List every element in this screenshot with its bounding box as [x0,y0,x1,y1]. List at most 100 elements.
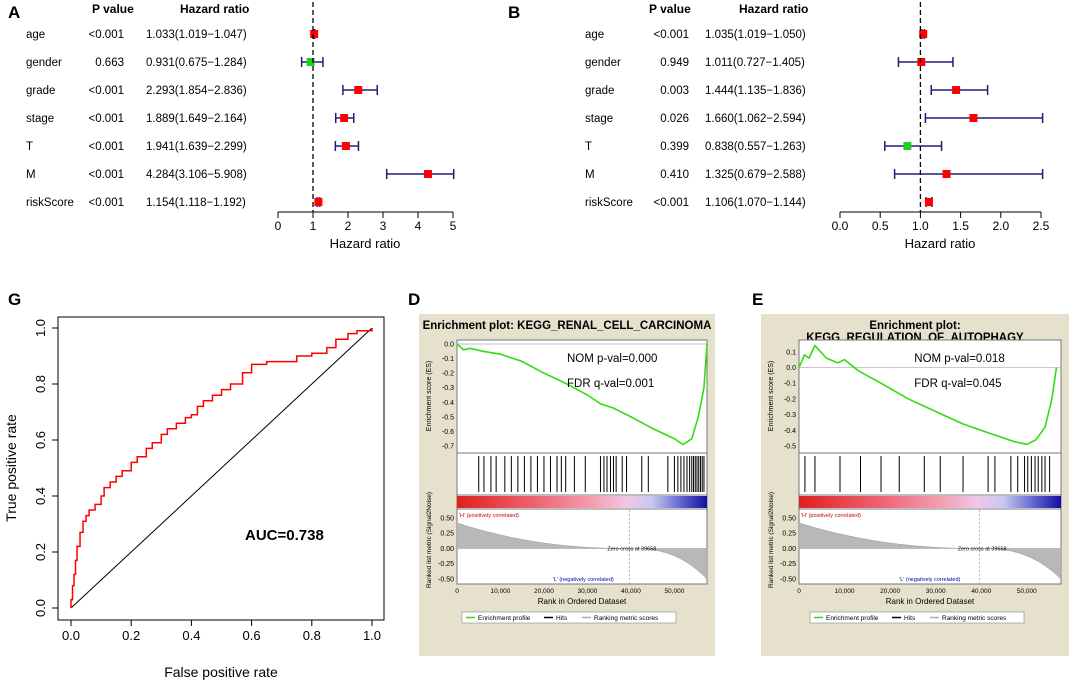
point-estimate [917,58,926,66]
variable-label: riskScore [585,197,633,209]
metric-tick-label: 0.25 [782,531,796,538]
p-value: 0.949 [660,57,689,69]
negative-label: 'L' (negatively correlated) [553,577,614,583]
positive-label: 'H' (positively correlated) [801,513,861,519]
es-tick-label: -0.1 [442,356,454,363]
x-tick-label: 1.0 [912,219,929,233]
variable-label: gender [26,57,62,69]
x-tick-label: 1.5 [952,219,969,233]
es-tick-label: -0.3 [784,412,796,419]
es-tick-label: -0.2 [784,396,796,403]
roc-chart: G 0.0 0.2 0.4 0.6 0.8 1.0 0.0 0.2 0.4 0.6 0.8 1.0 A… [3,290,385,680]
variable-label: M [585,169,595,181]
p-value: 0.026 [660,113,689,125]
x-axis-label: Rank in Ordered Dataset [886,597,975,606]
p-value: 0.003 [660,85,689,97]
point-estimate [423,170,432,178]
p-value: <0.001 [654,197,690,209]
point-estimate [341,142,350,150]
x-tick-label: 2.5 [1033,219,1050,233]
point-estimate [942,170,951,178]
metric-tick-label: 0.50 [782,516,796,523]
hazard-ratio-text: 1.941(1.639−2.299) [146,141,247,153]
metric-axis-label: Ranked list metric (Signal2Noise) [426,492,433,588]
metric-tick-label: 0.25 [440,531,454,538]
point-estimate [354,86,363,94]
panel-label: A [8,3,20,22]
x-axis-label: Rank in Ordered Dataset [538,597,627,606]
x-tick-label: 0.8 [303,628,321,643]
panel-label: E [752,290,764,309]
fdr-qval: FDR q-val=0.001 [567,378,654,390]
x-tick-label: 0.4 [182,628,200,643]
gsea-panel-e: Enrichment plot: KEGG_REGULATION_OF_AUTO… [761,314,1069,656]
metric-tick-label: -0.50 [780,576,796,583]
variable-label: T [26,141,33,153]
y-tick-label: 0.6 [33,431,48,449]
es-tick-label: -0.6 [442,429,454,436]
y-tick-label: 1.0 [33,319,48,337]
pvalue-header: P value [92,2,134,16]
x-tick-label: 50,000 [1017,588,1037,595]
enrichment-plot: 0.0 -0.1 -0.2 -0.3 -0.4 -0.5 -0.6 -0.7 Enrichmen… [426,339,708,624]
point-estimate [306,58,315,66]
x-axis-label: Hazard ratio [905,236,976,251]
variable-label: grade [26,85,55,97]
x-tick-label: 2.0 [992,219,1009,233]
point-estimate [310,30,319,38]
variable-label: stage [26,113,54,125]
zero-cross-label: Zero cross at 39658 [607,546,656,552]
roc-curve [70,328,373,608]
ranking-color-bar [457,496,707,508]
point-estimate [924,198,933,206]
x-tick-label: 10,000 [491,588,511,595]
point-estimate [903,142,912,150]
y-axis-label: True positive rate [3,414,19,522]
pvalue-header: P value [649,2,691,16]
point-estimate [340,114,349,122]
p-value: 0.410 [660,169,689,181]
x-axis-label: False positive rate [164,664,278,680]
enrichment-curve [798,344,1058,446]
es-tick-label: 0.0 [444,342,454,349]
variable-label: age [585,29,604,41]
ranking-metric-area [798,522,1062,581]
ranking-metric-area [456,522,708,582]
x-tick-label: 30,000 [926,588,946,595]
variable-label: gender [585,57,621,69]
x-tick-label: 4 [415,219,422,233]
x-tick-label: 1.0 [363,628,381,643]
variable-label: age [26,29,45,41]
x-tick-label: 40,000 [971,588,991,595]
hazard-ratio-text: 1.035(1.019−1.050) [705,29,806,41]
x-axis-label: Hazard ratio [330,236,401,251]
panel-label: D [408,290,421,309]
positive-label: 'H' (positively correlated) [459,513,519,519]
es-tick-label: -0.7 [442,444,454,451]
forest-plot-a: A P value Hazard ratio age <0.001 1.033(1.… [8,2,457,251]
p-value: <0.001 [89,29,125,41]
hazard-ratio-text: 1.889(1.649−2.164) [146,113,247,125]
es-tick-label: -0.5 [442,414,454,421]
es-tick-label: 0.0 [786,365,796,372]
x-tick-label: 3 [380,219,387,233]
x-tick-label: 0.0 [832,219,849,233]
es-tick-label: -0.5 [784,444,796,451]
x-tick-label: 20,000 [534,588,554,595]
legend-label: Enrichment profile [478,615,531,622]
negative-label: 'L' (negatively correlated) [899,577,960,583]
es-tick-label: 0.1 [786,349,796,356]
point-estimate [952,86,961,94]
hazard-ratio-text: 1.660(1.062−2.594) [705,113,806,125]
x-tick-label: 0.0 [62,628,80,643]
point-estimate [919,30,928,38]
p-value: <0.001 [89,113,125,125]
metric-tick-label: 0.50 [440,516,454,523]
hazard-ratio-text: 1.033(1.019−1.047) [146,29,247,41]
legend-box [809,611,1025,624]
legend-label: Ranking metric scores [942,615,1007,622]
diagonal-reference [70,327,373,609]
x-tick-label: 0.6 [243,628,261,643]
x-tick-label: 2 [345,219,352,233]
variable-label: stage [585,113,613,125]
